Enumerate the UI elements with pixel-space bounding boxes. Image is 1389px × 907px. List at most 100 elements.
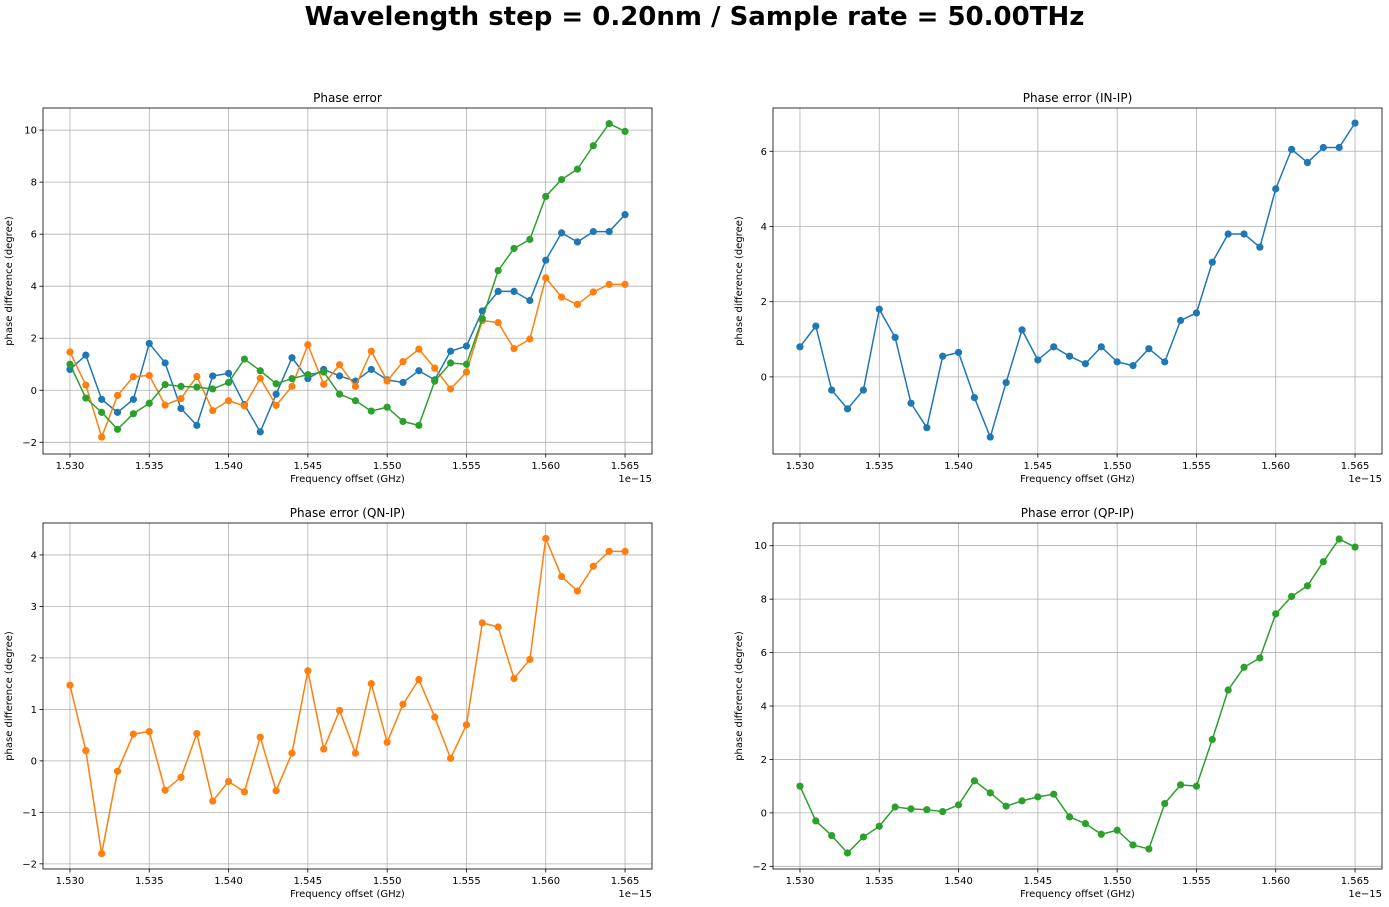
- data-point-QP-IP: [1065, 813, 1074, 821]
- data-point-QN-IP: [304, 667, 312, 675]
- data-point-QP-IP: [510, 244, 518, 253]
- data-point-IN-IP: [605, 227, 613, 236]
- data-point-QN-IP: [145, 727, 153, 736]
- data-point-QN-IP: [526, 335, 534, 343]
- data-point-QP-IP: [812, 817, 820, 825]
- data-point-QP-IP: [129, 410, 137, 418]
- series-line-IN-IP: [799, 122, 1356, 438]
- data-point-IN-IP: [1065, 352, 1074, 360]
- x-tick-label: 1.565: [611, 461, 640, 472]
- data-point-QP-IP: [1192, 782, 1201, 790]
- data-point-QP-IP: [1272, 610, 1280, 618]
- data-point-QN-IP: [320, 745, 328, 753]
- data-point-IN-IP: [1050, 343, 1058, 351]
- data-point-IN-IP: [1208, 258, 1216, 266]
- data-point-QP-IP: [1113, 826, 1121, 834]
- data-point-QN-IP: [351, 382, 360, 390]
- data-point-QP-IP: [193, 383, 201, 391]
- data-point-IN-IP: [98, 395, 106, 403]
- data-point-QN-IP: [209, 406, 217, 415]
- data-point-QP-IP: [224, 378, 233, 387]
- x-tick-label: 1.545: [294, 461, 323, 472]
- data-point-QP-IP: [986, 789, 994, 797]
- data-point-QP-IP: [478, 315, 486, 323]
- data-point-QN-IP: [113, 391, 122, 400]
- data-point-IN-IP: [256, 428, 264, 436]
- data-point-QN-IP: [129, 730, 137, 738]
- data-point-QN-IP: [66, 348, 74, 356]
- data-point-IN-IP: [542, 256, 550, 264]
- data-point-QP-IP: [304, 371, 312, 379]
- chart-panel-3: 1.530 1.535 1.540 1.545 1.550 1.555 1.560 1.565…: [4, 506, 653, 900]
- x-tick-label: 1.535: [865, 461, 894, 472]
- y-tick-label: 4: [761, 702, 767, 713]
- data-point-QP-IP: [240, 355, 249, 363]
- data-point-QP-IP: [177, 382, 185, 390]
- x-tick-label: 1.565: [1341, 461, 1370, 472]
- y-axis-label: phase difference (degree): [4, 216, 15, 346]
- y-tick-label: 2: [31, 653, 37, 664]
- x-tick-label: 1.555: [1182, 461, 1211, 472]
- x-tick-label: 1.540: [944, 461, 973, 472]
- data-point-QN-IP: [589, 288, 597, 296]
- y-tick-label: 10: [754, 541, 767, 552]
- data-point-QP-IP: [1081, 819, 1090, 828]
- data-point-QN-IP: [256, 733, 264, 741]
- data-point-QN-IP: [478, 619, 486, 627]
- data-point-QN-IP: [589, 562, 597, 570]
- data-point-QN-IP: [129, 373, 137, 381]
- data-point-IN-IP: [954, 348, 963, 357]
- data-point-QN-IP: [272, 401, 280, 409]
- data-point-IN-IP: [1145, 345, 1153, 353]
- data-point-IN-IP: [828, 386, 836, 394]
- y-tick-label: 0: [761, 808, 767, 819]
- data-point-QN-IP: [177, 773, 185, 781]
- series-line-QP-IP: [799, 538, 1356, 854]
- data-point-IN-IP: [193, 421, 201, 429]
- data-point-QP-IP: [431, 377, 439, 385]
- data-point-QP-IP: [256, 367, 264, 375]
- data-point-IN-IP: [113, 408, 122, 416]
- y-tick-label: 2: [761, 755, 767, 766]
- data-point-QN-IP: [145, 371, 153, 380]
- figure-suptitle: Wavelength step = 0.20nm / Sample rate =…: [304, 2, 1085, 32]
- data-point-QP-IP: [970, 777, 979, 785]
- data-point-QP-IP: [875, 822, 883, 830]
- data-point-QN-IP: [367, 680, 375, 688]
- data-point-IN-IP: [1002, 378, 1010, 387]
- data-point-QN-IP: [320, 380, 328, 388]
- data-point-QN-IP: [510, 674, 518, 683]
- data-point-QN-IP: [383, 377, 391, 385]
- data-point-QN-IP: [462, 368, 471, 376]
- data-point-QP-IP: [573, 165, 582, 173]
- data-point-QN-IP: [367, 347, 375, 355]
- data-point-IN-IP: [1303, 158, 1312, 167]
- data-point-QP-IP: [1097, 830, 1105, 838]
- data-point-QP-IP: [796, 782, 804, 790]
- data-point-IN-IP: [812, 322, 820, 330]
- data-point-QP-IP: [923, 806, 931, 814]
- chart-panel-4: 1.530 1.535 1.540 1.545 1.550 1.555 1.560 1.565…: [734, 506, 1383, 900]
- data-point-QN-IP: [573, 587, 582, 595]
- y-tick-label: 0: [761, 372, 767, 383]
- x-tick-label: 1.550: [1103, 461, 1132, 472]
- data-point-QP-IP: [1161, 799, 1169, 808]
- data-point-IN-IP: [399, 378, 407, 387]
- data-point-QP-IP: [589, 142, 597, 150]
- x-tick-label: 1.530: [56, 876, 85, 887]
- data-point-QP-IP: [1288, 592, 1296, 601]
- data-point-QP-IP: [1002, 802, 1010, 810]
- data-point-QN-IP: [335, 361, 344, 369]
- axes-frame: [42, 107, 653, 455]
- data-point-IN-IP: [82, 351, 90, 359]
- data-point-QN-IP: [542, 274, 550, 282]
- y-tick-label: 8: [761, 595, 767, 606]
- x-tick-label: 1.545: [1024, 461, 1053, 472]
- x-tick-label: 1.550: [373, 461, 402, 472]
- y-tick-label: 2: [31, 334, 37, 345]
- x-tick-label: 1.535: [865, 876, 894, 887]
- y-tick-label: −2: [752, 862, 767, 873]
- data-point-QN-IP: [272, 787, 280, 795]
- y-tick-label: 10: [24, 126, 37, 137]
- data-point-IN-IP: [415, 367, 423, 375]
